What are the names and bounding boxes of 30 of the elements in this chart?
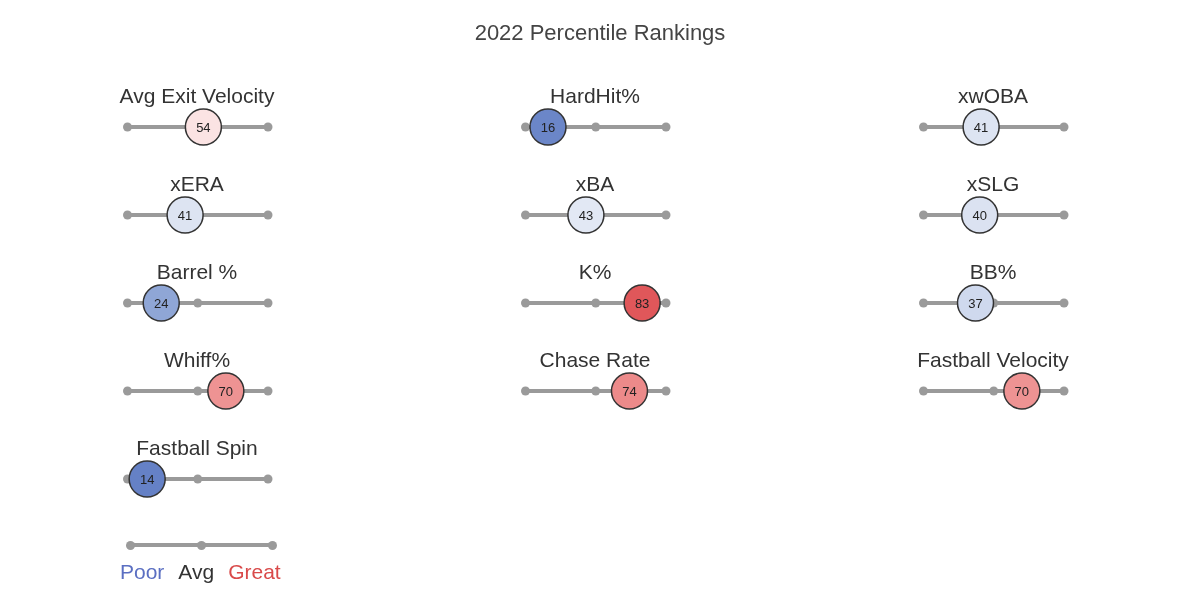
data-label: 54 [196, 119, 211, 135]
category-label: BB% [968, 260, 1018, 283]
data-label: 24 [153, 295, 169, 311]
data-label: 43 [578, 207, 594, 223]
category-label: K% [577, 260, 613, 283]
category-label: Avg Exit Velocity [118, 84, 276, 107]
data-label: 74 [622, 383, 637, 399]
category-label: xBA [574, 172, 616, 195]
data-label: 70 [1014, 383, 1030, 399]
category-label: Chase Rate [538, 348, 652, 371]
data-label: 14 [139, 471, 155, 487]
category-label: Whiff% [162, 348, 232, 371]
data-label: 70 [218, 383, 234, 399]
category-label: HardHit% [549, 84, 641, 107]
data-label: 40 [972, 207, 987, 223]
text: 2022 Percentile Rankings [473, 20, 727, 46]
data-label: 83 [634, 295, 650, 311]
text: Poor [120, 560, 165, 584]
category-label: xwOBA [957, 84, 1029, 107]
data-label: 41 [973, 119, 989, 135]
text: Avg [178, 560, 215, 584]
data-label: 16 [540, 119, 556, 135]
category-label: xSLG [965, 172, 1021, 195]
category-label: Barrel % [155, 260, 239, 283]
data-label: 37 [968, 295, 983, 311]
category-label: Fastball Spin [135, 436, 259, 459]
text: Great [228, 560, 281, 584]
category-label: xERA [169, 172, 225, 195]
category-label: Fastball Velocity [916, 348, 1070, 371]
data-label: 41 [177, 207, 193, 223]
